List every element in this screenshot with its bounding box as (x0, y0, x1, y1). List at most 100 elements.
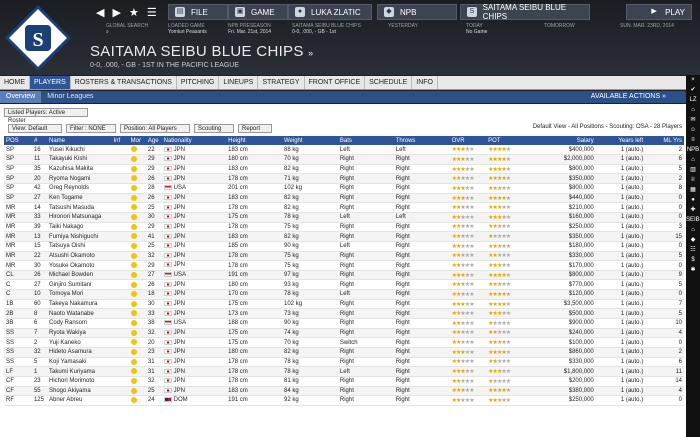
sidebar-grid-icon[interactable]: ▦ (690, 187, 696, 193)
sidebar-money-icon[interactable]: $ (691, 257, 695, 263)
cell-name[interactable]: Ginjiro Sumitani (47, 279, 112, 291)
cell-name[interactable]: Koji Yamasaki (47, 357, 112, 368)
cell-name[interactable]: Naoto Watanabe (47, 308, 112, 320)
sidebar-home-icon[interactable]: ⌂ (691, 107, 695, 113)
search-icon[interactable]: ⌕ (106, 29, 109, 35)
menu-rosters[interactable]: ROSTERS & TRANSACTIONS (71, 76, 177, 89)
team-button[interactable]: S SAITAMA SEIBU BLUE CHIPS (460, 3, 590, 21)
col-number[interactable]: # (31, 136, 47, 145)
table-row[interactable]: CL 26 Michael Bowden 27 USA 191 cm 97 kg Right R… (4, 270, 684, 281)
view-select[interactable]: View: Default (8, 124, 62, 133)
sidebar-tools-icon[interactable]: ✚ (690, 207, 696, 213)
col-bats[interactable]: Bats (337, 136, 394, 145)
col-nationality[interactable]: Nationality (161, 136, 227, 145)
table-row[interactable]: SP 42 Greg Reynolds 28 USA 201 cm 102 kg Right R… (4, 183, 684, 194)
cell-name[interactable]: Hichori Morimoto (47, 376, 112, 387)
menu-info[interactable]: INFO (412, 76, 438, 89)
cell-name[interactable]: Abner Abreu (47, 395, 112, 406)
table-row[interactable]: MR 13 Fumiya Nishiguchi 41 JPN 183 cm 82 kg Rig… (4, 231, 684, 242)
menu-lineups[interactable]: LINEUPS (219, 76, 259, 89)
col-inf[interactable]: Inf (111, 136, 129, 145)
menu-front-office[interactable]: FRONT OFFICE (305, 76, 366, 89)
table-row[interactable]: SP 20 Ryoma Nogami 26 JPN 178 cm 71 kg Right Rig… (4, 173, 684, 185)
table-row[interactable]: LF 1 Takumi Kuriyama 31 JPN 178 cm 78 kg Left Ri… (4, 366, 684, 377)
scouting-select[interactable]: Scouting (194, 124, 234, 133)
col-pos[interactable]: POS (4, 136, 32, 145)
cell-name[interactable]: Tatsushi Masuda (47, 202, 112, 213)
cell-name[interactable]: Hironori Matsunaga (47, 212, 112, 223)
cell-name[interactable]: Michael Bowden (47, 270, 112, 281)
col-salary[interactable]: Salary (539, 136, 596, 145)
chevron-down-icon[interactable]: » (308, 48, 314, 58)
report-select[interactable]: Report (238, 124, 272, 133)
sidebar-home3-icon[interactable]: ⌂ (691, 227, 695, 233)
file-button[interactable]: ▤ FILE (168, 4, 228, 20)
position-select[interactable]: Position: All Players (120, 124, 190, 133)
menu-pitching[interactable]: PITCHING (177, 76, 220, 89)
menu-strategy[interactable]: STRATEGY (258, 76, 305, 89)
col-pot[interactable]: POT (486, 136, 540, 145)
cell-name[interactable]: Cody Ransom (47, 318, 112, 329)
table-row[interactable]: SS 5 Koji Yamasaki 31 JPN 178 cm 78 kg Right Rig… (4, 357, 684, 368)
table-row[interactable]: SS 7 Ryota Wakiya 32 JPN 175 cm 74 kg Right Righ… (4, 328, 684, 339)
sidebar-mail-icon[interactable]: ✉ (690, 117, 696, 123)
col-name[interactable]: Name (47, 136, 112, 145)
cell-name[interactable]: Ryoma Nogami (47, 173, 112, 185)
manager-button[interactable]: ● LUKA ZLATIC (288, 4, 372, 20)
table-row[interactable]: SS 2 Yuji Kaneko 20 JPN 175 cm 70 kg Switch Righ… (4, 337, 684, 348)
cell-name[interactable]: Takayuki Kishi (47, 154, 112, 165)
table-row[interactable]: SS 32 Hideto Asamura 23 JPN 180 cm 82 kg Right R… (4, 347, 684, 358)
table-row[interactable]: MR 30 Yosuke Okamoto 29 JPN 178 cm 75 kg Right R… (4, 260, 684, 271)
league-button[interactable]: ◆ NPB (377, 4, 457, 20)
table-row[interactable]: RF 125 Abner Abreu 24 DOM 191 cm 92 kg Right Rig… (4, 395, 684, 406)
menu-schedule[interactable]: SCHEDULE (365, 76, 413, 89)
global-search[interactable]: GLOBAL SEARCH ⌕ (106, 23, 148, 35)
table-row[interactable]: 3B 6 Cody Ransom 38 USA 188 cm 90 kg Right Right… (4, 318, 684, 329)
table-row[interactable]: MR 14 Tatsushi Masuda 25 JPN 178 cm 82 kg Right… (4, 202, 684, 213)
col-mor[interactable]: Mor (128, 136, 146, 145)
cell-name[interactable]: Tomoya Mori (47, 289, 112, 300)
forward-icon[interactable]: ▶ (112, 7, 121, 19)
cell-name[interactable]: Yuji Kaneko (47, 337, 112, 348)
table-row[interactable]: MR 15 Tatsuya Oishi 25 JPN 185 cm 90 kg Left Rig… (4, 241, 684, 252)
table-row[interactable]: CF 23 Hichori Morimoto 32 JPN 178 cm 81 kg Righ… (4, 376, 684, 387)
tab-overview[interactable]: Overview (0, 91, 42, 103)
table-row[interactable]: 2B 8 Naoto Watanabe 33 JPN 173 cm 73 kg Right Ri… (4, 308, 684, 320)
cell-name[interactable]: Yusei Kikuchi (47, 145, 112, 156)
table-row[interactable]: CF 55 Shogo Akiyama 25 JPN 183 cm 84 kg Right Ri… (4, 386, 684, 397)
table-row[interactable]: SP 16 Yusei Kikuchi 22 JPN 183 cm 88 kg Left Lef… (4, 145, 684, 156)
cell-name[interactable]: Atsushi Okamoto (47, 251, 112, 262)
game-button[interactable]: ▣ GAME (228, 4, 288, 20)
star-icon[interactable]: ★ (128, 7, 139, 19)
col-ml-yrs[interactable]: ML Yrs (645, 136, 684, 145)
table-row[interactable]: MR 22 Atsushi Okamoto 32 JPN 178 cm 75 kg Right… (4, 251, 684, 262)
cell-name[interactable]: Tatsuya Oishi (47, 241, 112, 252)
sidebar-diamond-icon[interactable]: ◆ (690, 237, 696, 243)
sidebar-home2-icon[interactable]: ⌂ (691, 157, 695, 163)
table-row[interactable]: MR 39 Taiki Nakago 29 JPN 178 cm 75 kg Right Rig… (4, 222, 684, 233)
col-years-left[interactable]: Years left (595, 136, 646, 145)
sidebar-trophy-icon[interactable]: ♕ (690, 177, 696, 183)
cell-name[interactable]: Takeya Nakamura (47, 299, 112, 310)
table-row[interactable]: MR 33 Hironori Matsunaga 30 JPN 175 cm 78 kg Le… (4, 212, 684, 223)
col-age[interactable]: Age (145, 136, 162, 145)
cell-name[interactable]: Taiki Nakago (47, 222, 112, 233)
cell-name[interactable]: Greg Reynolds (47, 183, 112, 194)
sidebar-person-icon[interactable]: ☺ (689, 127, 697, 133)
col-ovr[interactable]: OVR (449, 136, 487, 145)
cell-name[interactable]: Fumiya Nishiguchi (47, 231, 112, 242)
sidebar-settings-icon[interactable]: ✱ (690, 267, 696, 273)
sidebar-check-icon[interactable]: ✔ (690, 87, 696, 93)
menu-icon[interactable]: ☰ (146, 7, 157, 19)
team-logo[interactable]: S (5, 5, 71, 71)
table-row[interactable]: C 10 Tomoya Mori 18 JPN 170 cm 78 kg Left Right ★… (4, 289, 684, 300)
play-button[interactable]: ▶ PLAY (626, 4, 692, 20)
menu-players[interactable]: PLAYERS (30, 76, 71, 89)
cell-name[interactable]: Ryota Wakiya (47, 328, 112, 339)
available-actions-button[interactable]: AVAILABLE ACTIONS » (590, 93, 666, 100)
col-weight[interactable]: Weight (282, 136, 338, 145)
cell-name[interactable]: Shogo Akiyama (47, 386, 112, 397)
table-row[interactable]: C 27 Ginjiro Sumitani 26 JPN 180 cm 93 kg Right… (4, 279, 684, 291)
sidebar-chart-icon[interactable]: ▥ (690, 167, 696, 173)
cell-name[interactable]: Ken Togame (47, 193, 112, 204)
